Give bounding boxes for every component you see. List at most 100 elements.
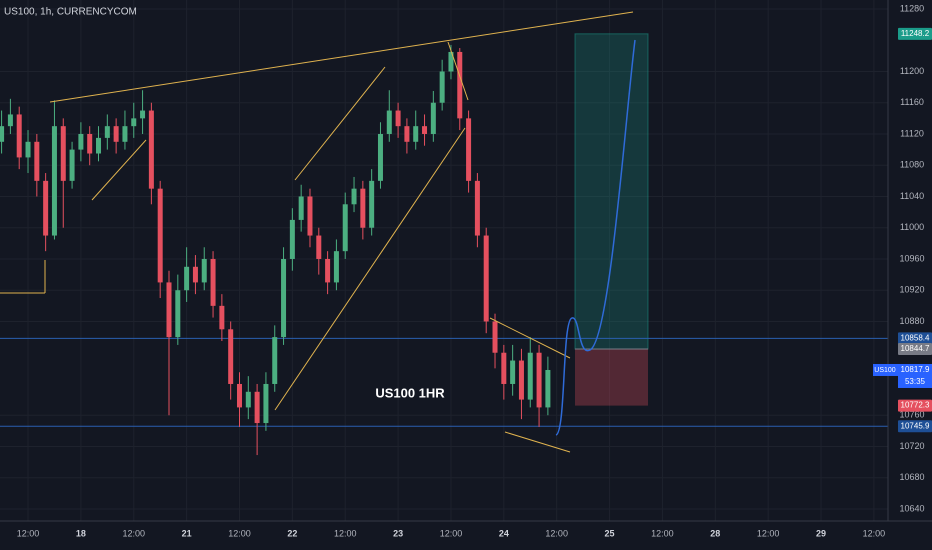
candle-body (333, 251, 339, 283)
x-tick-label: 24 (499, 528, 509, 538)
candle-body (474, 180, 480, 236)
x-tick-label: 12:00 (863, 528, 886, 538)
candle-body (492, 321, 498, 353)
target-zone (574, 33, 649, 350)
y-tick-label: 11120 (900, 128, 924, 138)
x-tick-label: 29 (816, 528, 826, 538)
candle-body (60, 126, 66, 181)
candle-body (536, 352, 542, 408)
price-tag: 10817.9 (901, 365, 930, 374)
price-tag-bg (898, 363, 932, 388)
x-tick-label: 12:00 (545, 528, 568, 538)
candle-body (413, 126, 419, 142)
candle-body (439, 71, 445, 103)
y-tick-label: 11160 (900, 97, 924, 107)
candle-body (527, 352, 533, 400)
y-tick-label: 10880 (899, 316, 924, 326)
candle-body (228, 329, 234, 384)
x-tick-label: 23 (393, 528, 403, 538)
symbol-tag: US100 (874, 367, 896, 374)
price-tag-bg (898, 399, 932, 412)
candle-body (25, 141, 31, 158)
candle-body (360, 188, 366, 228)
candle-body (210, 258, 216, 306)
y-tick-label: 11040 (900, 191, 924, 201)
trendline (91, 139, 147, 201)
price-tag-bg (898, 27, 932, 40)
x-tick-label: 18 (76, 528, 86, 538)
trendline (294, 66, 386, 181)
candle-body (184, 266, 190, 291)
candle-body (369, 180, 375, 228)
candle-body (351, 188, 357, 205)
candle-body (113, 126, 119, 142)
candle-body (395, 110, 401, 127)
candle-body (236, 383, 242, 408)
price-tag-bg (898, 343, 932, 356)
countdown: 53:35 (905, 377, 926, 386)
candle-body (43, 180, 49, 236)
x-tick-label: 21 (182, 528, 192, 538)
candle-body (140, 110, 146, 119)
candle-body (404, 126, 410, 142)
candle-body (483, 235, 489, 322)
candle-body (518, 360, 524, 400)
x-tick-label: 12:00 (757, 528, 780, 538)
y-tick-label: 10920 (899, 285, 924, 295)
candle-body (510, 360, 516, 384)
candle-body (96, 137, 102, 154)
candle-body (0, 126, 5, 142)
candle-body (51, 126, 57, 236)
candle-body (466, 118, 472, 181)
candle-body (316, 235, 322, 259)
projection-curve (555, 39, 636, 436)
x-tick-label: 12:00 (122, 528, 145, 538)
price-tag-bg (898, 332, 932, 345)
candle-body (122, 126, 128, 142)
candle-body (448, 51, 454, 72)
y-tick-label: 10720 (899, 441, 924, 451)
candle-body (175, 290, 181, 338)
position-tool (574, 33, 649, 406)
x-tick-label: 12:00 (17, 528, 40, 538)
candle-body (131, 118, 137, 127)
x-tick-label: 12:00 (228, 528, 251, 538)
candle-body (298, 196, 304, 220)
x-tick-label: 12:00 (334, 528, 357, 538)
candle-body (16, 114, 22, 158)
candle-body (192, 266, 198, 283)
x-tick-label: 12:00 (651, 528, 674, 538)
y-tick-label: 10960 (899, 253, 924, 263)
price-tag: 10858.4 (901, 333, 930, 342)
candle-body (201, 258, 207, 283)
candle-body (245, 391, 251, 408)
x-tick-label: 22 (287, 528, 297, 538)
candle-body (263, 383, 269, 424)
candle-body (281, 258, 287, 338)
y-tick-label: 11080 (900, 160, 924, 170)
candle-body (272, 337, 278, 384)
y-tick-label: 10640 (899, 503, 924, 513)
candle-body (307, 196, 313, 236)
trendline (447, 41, 469, 101)
candle-body (457, 51, 463, 119)
candle-body (104, 126, 110, 138)
candle-body (34, 141, 40, 181)
candle-body (157, 188, 163, 283)
candle-body (7, 114, 13, 127)
price-tag: 10772.3 (901, 401, 930, 410)
candle-body (148, 110, 154, 189)
annotation: US100 1HR (375, 385, 445, 400)
y-tick-label: 11000 (900, 222, 924, 232)
candle-body (377, 133, 383, 181)
y-tick-label: 11200 (900, 66, 924, 76)
candle-body (166, 282, 172, 338)
candles (0, 44, 888, 456)
y-tick-label: 11280 (900, 3, 924, 13)
price-tag: 11248.2 (901, 29, 930, 38)
candle-body (69, 149, 75, 181)
candle-body (325, 258, 331, 283)
candle-body (289, 219, 295, 259)
